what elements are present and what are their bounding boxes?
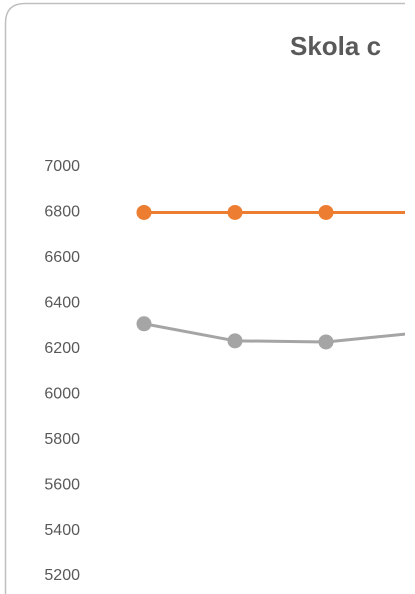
data-point bbox=[410, 205, 415, 220]
data-point bbox=[318, 334, 334, 350]
y-tick-label: 6200 bbox=[44, 340, 80, 357]
data-point bbox=[318, 204, 334, 220]
y-tick-label: 5600 bbox=[44, 476, 80, 493]
y-tick-label: 5400 bbox=[44, 522, 80, 539]
y-tick-label: 7000 bbox=[44, 158, 80, 175]
y-tick-label: 6800 bbox=[44, 204, 80, 221]
chart-frame bbox=[4, 2, 405, 594]
series-line bbox=[143, 322, 405, 344]
y-tick-label: 6400 bbox=[44, 295, 80, 312]
y-tick-label: 6600 bbox=[44, 249, 80, 266]
y-tick-label: 5800 bbox=[44, 431, 80, 448]
plot: 5200 5400 5600 5800 6000 6200 6400 6600 6800 7000 bbox=[44, 158, 415, 584]
data-point bbox=[227, 333, 243, 349]
y-tick-label: 6000 bbox=[44, 385, 80, 402]
data-point bbox=[227, 204, 243, 220]
y-tick-label: 5200 bbox=[44, 567, 80, 584]
chart-area: Skola c 5200 5400 5600 5800 6000 6200 6400 6600… bbox=[4, 2, 415, 594]
data-point bbox=[136, 316, 152, 332]
data-point bbox=[136, 204, 152, 220]
chart-title: Skola c bbox=[290, 31, 381, 61]
data-point bbox=[410, 325, 415, 340]
